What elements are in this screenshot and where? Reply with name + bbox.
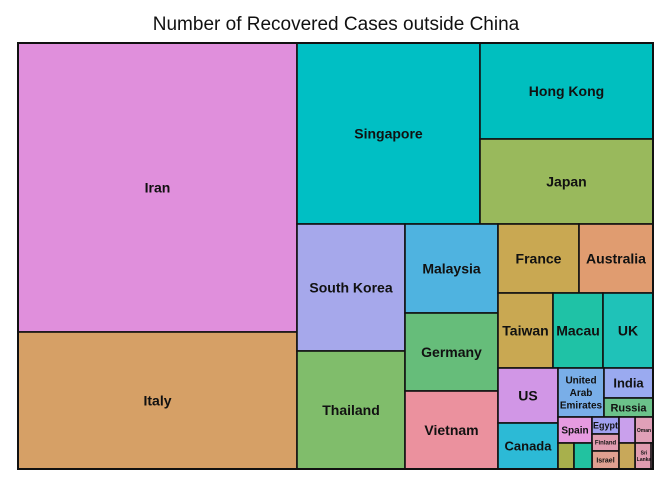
chart-title: Number of Recovered Cases outside China <box>152 14 520 35</box>
treemap-label-russia: Russia <box>610 402 647 414</box>
treemap-cell-india <box>603 367 654 399</box>
treemap-cell-taiwan <box>497 292 554 369</box>
treemap-label-germany: Germany <box>421 344 482 360</box>
treemap-label-iran: Iran <box>145 179 171 195</box>
treemap-label-sri-lanka: Sri Lanka <box>637 451 652 463</box>
treemap-label-italy: Italy <box>143 392 171 408</box>
treemap-cell-japan <box>479 138 654 225</box>
treemap-label-malaysia: Malaysia <box>422 260 481 276</box>
treemap-cell-canada <box>497 422 559 470</box>
treemap-label-thailand: Thailand <box>322 402 380 418</box>
treemap-cell-malaysia <box>404 223 499 314</box>
treemap-cell-cell-27 <box>573 442 593 470</box>
treemap-label-taiwan: Taiwan <box>502 322 548 338</box>
treemap-label-japan: Japan <box>546 173 586 189</box>
treemap-label-finland: Finland <box>595 441 617 447</box>
treemap-label-spain: Spain <box>561 426 588 437</box>
treemap-label-canada: Canada <box>505 439 553 454</box>
treemap-cell-south-korea <box>296 223 406 352</box>
treemap-label-france: France <box>516 250 562 266</box>
treemap-label-uk: UK <box>618 322 638 338</box>
treemap-label-australia: Australia <box>586 250 646 266</box>
treemap-label-us: US <box>518 387 537 403</box>
treemap-label-oman: Oman <box>637 428 651 434</box>
treemap-label-united-arab-emirates: United Arab Emirates <box>560 376 603 412</box>
treemap-cell-germany <box>404 312 499 392</box>
treemap-label-south-korea: South Korea <box>309 279 392 295</box>
treemap-cell-cell-29 <box>618 442 636 470</box>
treemap-label-vietnam: Vietnam <box>424 422 478 438</box>
treemap-label-egypt: Egypt <box>593 421 618 431</box>
treemap-label-israel: Israel <box>596 457 614 464</box>
treemap-cell-cell-26 <box>557 442 575 470</box>
treemap-label-hong-kong: Hong Kong <box>529 83 604 99</box>
treemap-label-singapore: Singapore <box>354 125 423 141</box>
treemap-border <box>17 42 654 470</box>
treemap-label-macau: Macau <box>556 322 600 338</box>
treemap-label-india: India <box>613 376 644 391</box>
treemap-cell-macau <box>552 292 604 369</box>
treemap-cell-uk <box>602 292 654 369</box>
treemap-cell-australia <box>578 223 654 294</box>
treemap-cell-thailand <box>296 350 406 470</box>
treemap-cell-cell-28 <box>618 416 636 444</box>
treemap-cell-france <box>497 223 580 294</box>
